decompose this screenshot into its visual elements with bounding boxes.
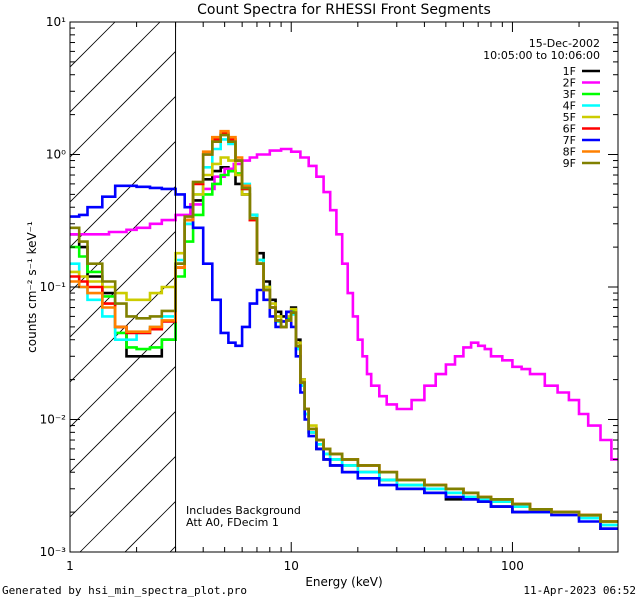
- footer-generated-by: Generated by hsi_min_spectra_plot.pro: [2, 584, 248, 597]
- hatch-line: [70, 410, 176, 518]
- legend-label-2F: 2F: [563, 77, 576, 90]
- hatch-line: [70, 95, 176, 203]
- legend-label-4F: 4F: [563, 100, 576, 113]
- footer-timestamp: 11-Apr-2023 06:52: [523, 584, 636, 597]
- y-tick-label: 10⁻²: [40, 413, 67, 427]
- date-label: 15-Dec-2002: [529, 37, 600, 50]
- x-tick-label: 100: [501, 559, 524, 573]
- legend-label-8F: 8F: [563, 146, 576, 159]
- y-tick-label: 10⁻³: [40, 545, 67, 559]
- legend-label-6F: 6F: [563, 123, 576, 136]
- note-attenuator: Att A0, FDecim 1: [186, 516, 279, 529]
- hatch-line: [79, 455, 176, 552]
- hatch-line: [70, 22, 161, 113]
- legend-label-7F: 7F: [563, 134, 576, 147]
- x-tick-label: 1: [66, 559, 74, 573]
- series-lines: [70, 129, 618, 530]
- note-background: Includes Background: [186, 504, 301, 517]
- series-line-7F: [70, 184, 618, 530]
- axis-ticks: [69, 22, 619, 553]
- legend-label-1F: 1F: [563, 65, 576, 78]
- y-tick-label: 10⁰: [46, 148, 66, 162]
- hatch-line: [70, 230, 176, 338]
- x-axis-title: Energy (keV): [305, 575, 382, 589]
- chart-title: Count Spectra for RHESSI Front Segments: [197, 2, 491, 18]
- y-tick-label: 10⁻¹: [40, 280, 67, 294]
- y-tick-label: 10¹: [46, 15, 66, 29]
- legend-label-3F: 3F: [563, 88, 576, 101]
- series-line-9F: [70, 133, 618, 523]
- hatch-line: [70, 365, 176, 473]
- y-axis-title: counts cm⁻² s⁻¹ keV⁻¹: [25, 221, 39, 353]
- hatch-line: [70, 50, 176, 158]
- legend-label-5F: 5F: [563, 111, 576, 124]
- x-tick-label: 10: [284, 559, 299, 573]
- time-label: 10:05:00 to 10:06:00: [483, 49, 600, 62]
- legend-label-9F: 9F: [563, 157, 576, 170]
